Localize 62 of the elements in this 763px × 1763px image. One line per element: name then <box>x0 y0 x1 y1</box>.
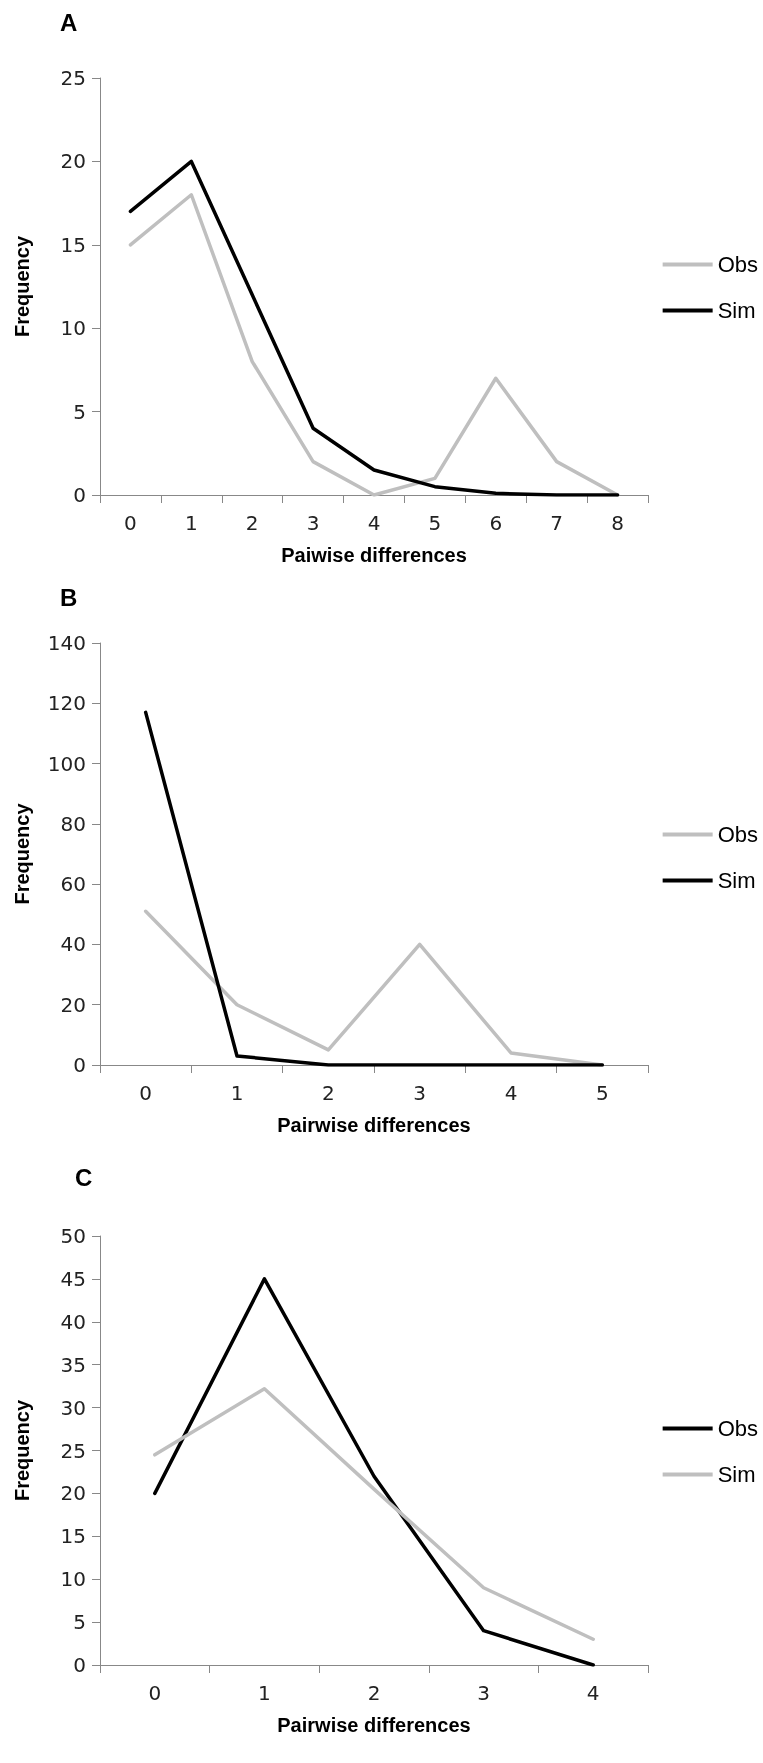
y-tick-label: 60 <box>60 872 86 897</box>
y-tick-label: 25 <box>60 66 86 90</box>
y-tick-label: 30 <box>60 1395 86 1420</box>
y-tick-label: 25 <box>60 1438 86 1463</box>
y-tick-label: 15 <box>60 1524 86 1549</box>
y-tick-label: 15 <box>60 232 86 257</box>
y-tick-label: 0 <box>73 1053 86 1077</box>
x-axis-title: Paiwise differences <box>281 544 467 566</box>
x-tick-label: 2 <box>367 1681 381 1705</box>
x-tick-label: 3 <box>477 1681 490 1705</box>
x-tick-label: 2 <box>245 511 259 535</box>
y-axis-title: Frequency <box>11 802 33 905</box>
y-tick-label: 10 <box>60 1567 86 1592</box>
x-axis-title: Pairwise differences <box>277 1714 471 1736</box>
y-tick-label: 0 <box>73 1653 86 1677</box>
x-tick-label: 1 <box>184 511 198 535</box>
y-axis-title: Frequency <box>11 235 33 338</box>
line-series <box>153 1386 595 1642</box>
x-tick-label: 0 <box>139 1081 153 1105</box>
x-tick-label: 2 <box>321 1081 335 1105</box>
x-tick-label: 0 <box>124 511 137 535</box>
x-tick-label: 4 <box>367 511 381 535</box>
y-tick-label: 120 <box>47 691 86 716</box>
x-tick-label: 5 <box>595 1081 609 1105</box>
y-tick-label: 140 <box>47 631 86 655</box>
y-tick-label: 40 <box>60 1309 86 1334</box>
y-tick-label: 45 <box>60 1266 86 1291</box>
legend-label: Obs <box>717 822 759 847</box>
y-tick-label: 100 <box>47 751 86 776</box>
legend-label: Sim <box>717 1462 756 1487</box>
x-tick-label: 6 <box>489 511 503 535</box>
x-tick-label: 4 <box>504 1081 518 1105</box>
x-tick-label: 0 <box>148 1681 162 1705</box>
x-tick-label: 3 <box>306 511 320 535</box>
y-tick-label: 40 <box>60 932 86 957</box>
x-tick-label: 5 <box>428 511 442 535</box>
chart-title: A <box>60 8 78 36</box>
x-axis-title: Pairwise differences <box>277 1114 471 1136</box>
y-tick-label: 10 <box>60 316 86 341</box>
y-tick-label: 20 <box>60 992 86 1017</box>
y-tick-label: 5 <box>73 399 86 424</box>
x-tick-label: 8 <box>611 511 624 535</box>
y-tick-label: 35 <box>60 1352 86 1377</box>
chart-title: C <box>75 1163 93 1191</box>
legend-label: Sim <box>717 298 756 323</box>
line-series <box>153 1277 595 1667</box>
y-tick-label: 80 <box>60 811 86 836</box>
y-tick-label: 5 <box>73 1610 86 1635</box>
y-tick-label: 20 <box>60 1481 86 1506</box>
legend-label: Sim <box>717 868 756 893</box>
legend-label: Obs <box>717 252 759 277</box>
y-axis-title: Frequency <box>11 1399 33 1502</box>
x-tick-label: 1 <box>230 1081 244 1105</box>
x-tick-label: 3 <box>413 1081 427 1105</box>
x-tick-label: 7 <box>550 511 564 535</box>
x-tick-label: 4 <box>586 1681 600 1705</box>
y-tick-label: 50 <box>60 1224 86 1248</box>
x-tick-label: 1 <box>258 1681 271 1705</box>
y-tick-label: 20 <box>60 149 86 174</box>
legend-label: Obs <box>717 1416 759 1441</box>
y-tick-label: 0 <box>73 483 86 507</box>
chart-title: B <box>60 583 78 611</box>
